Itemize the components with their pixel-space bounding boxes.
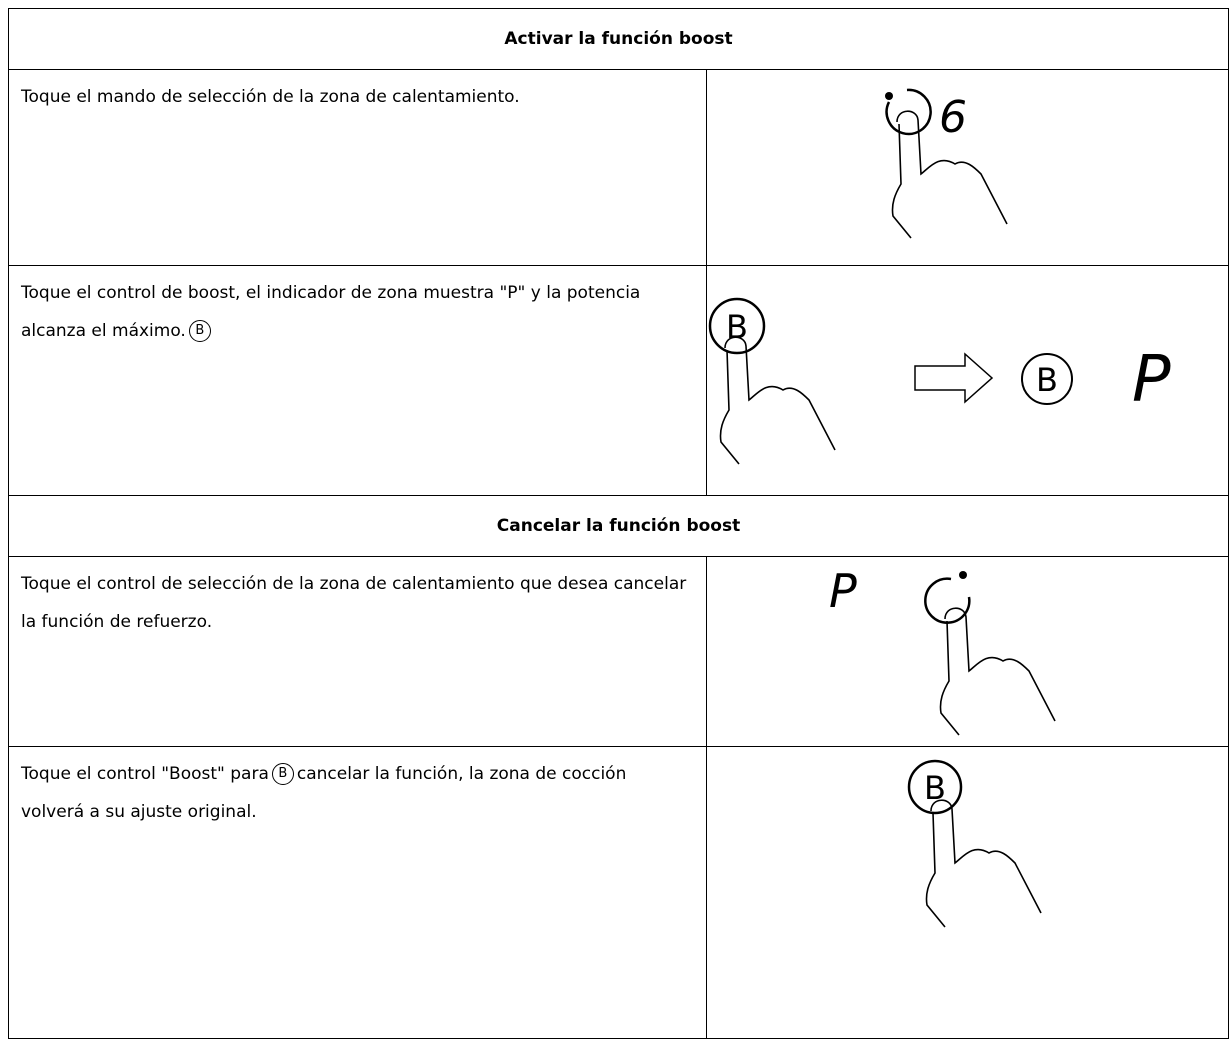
figure-cell: 6 <box>706 69 1229 266</box>
hand <box>925 799 1042 928</box>
button-label: B <box>726 308 748 346</box>
zone-display: P <box>1132 343 1171 417</box>
step-text: Toque el mando de selección de la zona d… <box>8 69 707 266</box>
boost-button <box>907 759 963 815</box>
figure: 6 <box>885 88 1008 239</box>
zone-display: P <box>829 564 857 618</box>
arrow <box>914 352 994 404</box>
text: Toque el control "Boost" para <box>21 764 269 784</box>
figure: B B P <box>708 297 1171 465</box>
button-label: B <box>1036 361 1058 399</box>
step-text: Toque el control de selección de la zona… <box>8 556 707 747</box>
boost-button <box>1021 353 1073 405</box>
step-text: Toque el control de boost, el indicador … <box>8 265 707 496</box>
boost-button <box>708 297 766 355</box>
section-heading: Cancelar la función boost <box>8 495 1229 557</box>
text: Toque el control de boost, el indicador … <box>21 283 641 341</box>
instruction-table: Activar la función boost Toque el mando … <box>8 8 1229 1039</box>
section-heading: Activar la función boost <box>8 8 1229 70</box>
boost-symbol: B <box>188 320 211 342</box>
figure-cell: B B P <box>706 265 1229 496</box>
hand <box>719 336 836 465</box>
figure-cell: P <box>706 556 1229 747</box>
boost-symbol: B <box>271 763 294 785</box>
figure: P <box>829 564 1056 736</box>
selector-dot <box>959 571 967 579</box>
button-label: B <box>924 769 946 807</box>
figure: B <box>907 759 1042 928</box>
selector-ring <box>885 88 932 136</box>
hand <box>939 607 1056 736</box>
selector-ring <box>924 577 971 624</box>
zone-display: 6 <box>939 92 967 143</box>
selector-dot <box>885 92 893 100</box>
figure-cell: B <box>706 746 1229 1039</box>
text: cancelar la función, la zona de cocción … <box>21 764 627 822</box>
